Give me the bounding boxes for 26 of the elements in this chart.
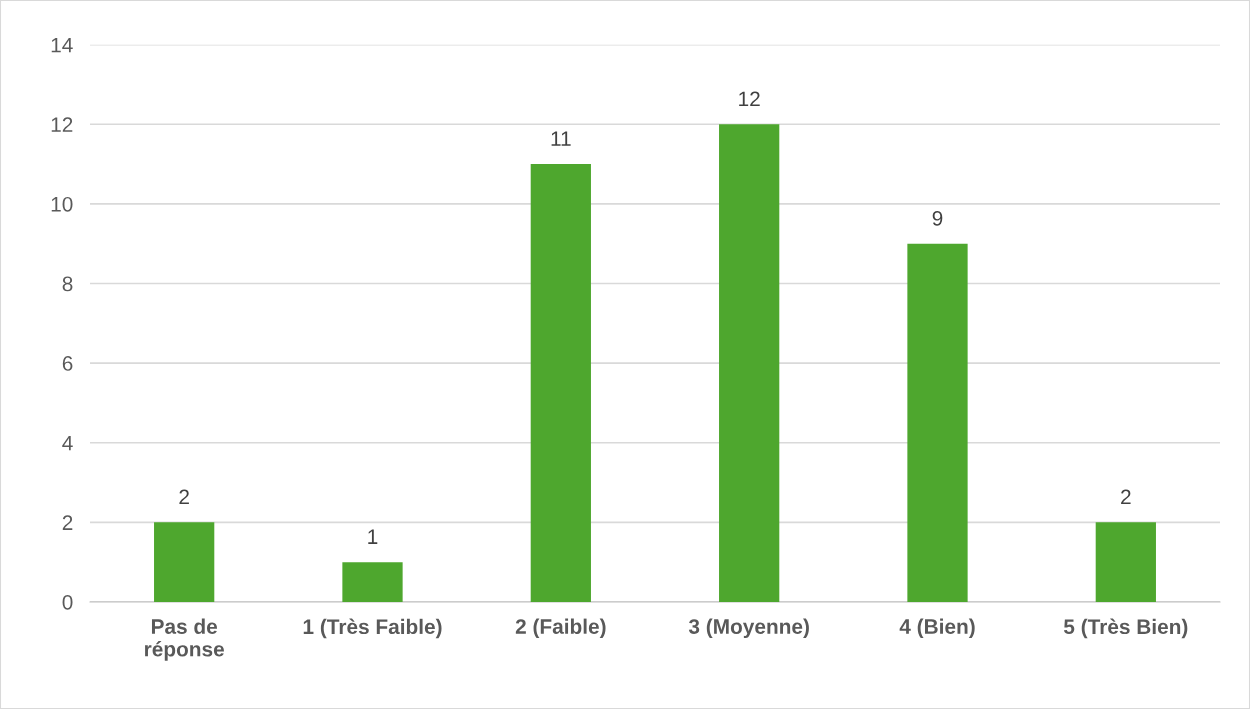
y-tick-label: 8 — [62, 276, 73, 292]
y-tick-label: 0 — [62, 594, 73, 610]
bar — [719, 124, 780, 602]
bar — [907, 243, 968, 602]
bar — [342, 562, 403, 602]
x-tick-label: 5 (Très Bien) — [1063, 618, 1188, 639]
y-tick-label: 10 — [51, 196, 73, 212]
x-tick-label: 4 (Bien) — [899, 618, 975, 639]
bar — [530, 164, 591, 602]
data-label: 9 — [932, 210, 943, 226]
data-label: 2 — [1121, 489, 1131, 505]
data-label: 11 — [551, 131, 571, 146]
bar — [154, 522, 215, 602]
y-tick-label: 4 — [62, 435, 73, 451]
y-tick-label: 6 — [62, 356, 73, 371]
x-tick-label: 2 (Faible) — [515, 618, 606, 639]
bar — [1095, 522, 1156, 602]
data-label: 1 — [368, 529, 378, 544]
data-label: 12 — [739, 91, 760, 107]
x-tick-label: 3 (Moyenne) — [688, 618, 809, 639]
y-tick-label: 2 — [62, 515, 73, 530]
x-tick-label: 1 (Très Faible) — [303, 618, 442, 639]
y-tick-label: 12 — [51, 117, 73, 132]
x-tick-label: Pas de réponse — [145, 618, 224, 661]
data-label: 2 — [179, 489, 189, 505]
y-tick-label: 14 — [51, 37, 73, 53]
